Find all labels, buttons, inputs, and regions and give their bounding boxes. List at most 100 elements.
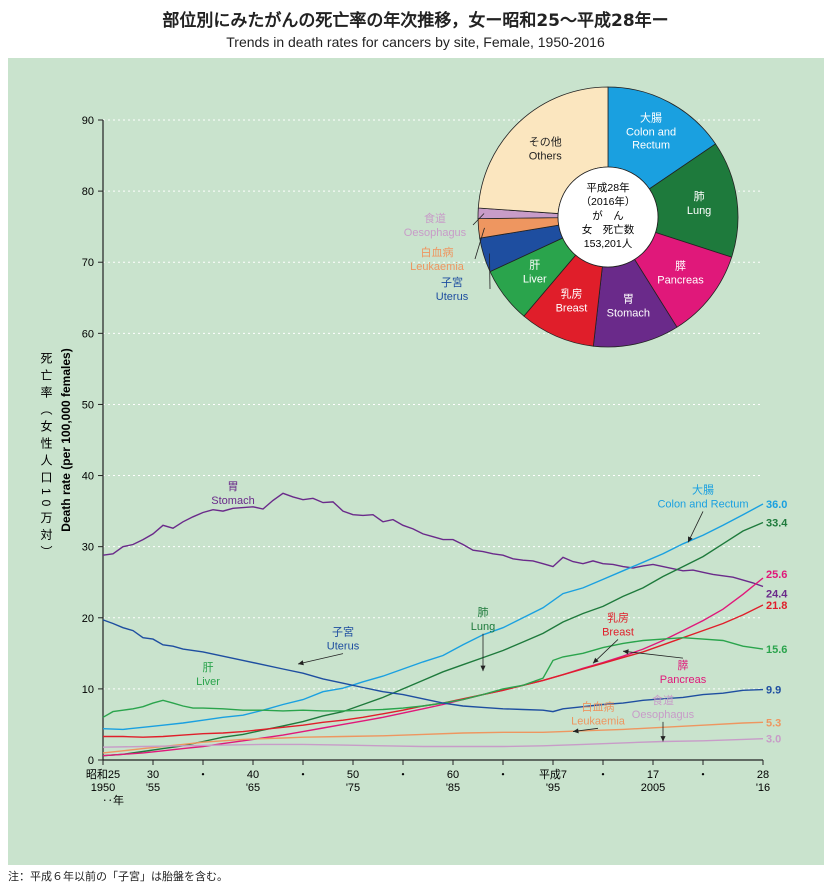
pie-center-line-1: （2016年）	[581, 195, 636, 208]
x-tick-label-2010: ・	[698, 769, 709, 781]
leukaemia-label-jp: 白血病	[582, 699, 615, 713]
liver-label-jp: 肝	[203, 661, 214, 674]
y-tick-label-50: 50	[82, 399, 94, 411]
x-tick-label-1995: 平成7	[539, 768, 567, 781]
pie-label-en-liver: Liver	[523, 274, 547, 286]
x-tick-label-1955: 30	[147, 769, 159, 781]
x-tick-label-2000: ・	[598, 769, 609, 781]
x-tick-year-1950: 1950	[91, 782, 115, 794]
y-tick-label-20: 20	[82, 613, 94, 625]
x-tick-label-1990: ・	[498, 769, 509, 781]
uterus-label-en: Uterus	[327, 641, 360, 653]
pie-center-line-4: 153,201人	[584, 238, 633, 250]
pie-label-en-pancreas: Pancreas	[657, 275, 704, 287]
y-tick-label-80: 80	[82, 186, 94, 198]
liver-label-en: Liver	[196, 676, 220, 688]
y-tick-label-60: 60	[82, 328, 94, 340]
x-tick-label-1950: 昭和25	[86, 768, 120, 781]
x-tick-label-1975: 50	[347, 769, 359, 781]
y-axis-label-jp: 死亡率（女性人口10万対）	[39, 352, 53, 562]
uterus-line	[102, 619, 764, 713]
pie-label-jp-uterus: 子宮	[441, 275, 463, 289]
y-tick-label-30: 30	[82, 542, 94, 554]
chart-title-en: Trends in death rates for cancers by sit…	[226, 34, 605, 50]
oesophagus-line	[102, 738, 764, 748]
colon-label-arrowhead	[688, 536, 693, 543]
stomach-label-jp: 胃	[228, 480, 239, 493]
lung-label-en: Lung	[471, 621, 495, 633]
pie-label-en-others: Others	[529, 151, 563, 163]
lung-end-label: 33.4	[766, 517, 788, 529]
x-tick-year-1995: '95	[546, 782, 560, 794]
uterus-label-arrow	[297, 653, 344, 665]
breast-end-label: 21.8	[766, 600, 787, 612]
pie-label-jp-liver: 肝	[529, 259, 540, 272]
colon-line	[102, 503, 764, 731]
pie-label-en-colon: Colon and	[626, 127, 676, 139]
stomach-end-label: 24.4	[766, 588, 788, 600]
pie-label-jp-pancreas: 膵	[675, 260, 686, 273]
oesophagus-label-en: Oesophagus	[632, 709, 695, 721]
uterus-label-jp: 子宮	[332, 625, 354, 639]
liver-line	[102, 636, 764, 718]
footnote: 注：平成６年以前の「子宮」は胎盤を含む。	[8, 870, 228, 883]
pancreas-end-label: 25.6	[766, 569, 787, 581]
pie-leader-leukaemia	[474, 227, 485, 260]
pie-label-en-lung: Lung	[687, 205, 711, 217]
chart-title-jp: 部位別にみたがんの死亡率の年次推移，女ー昭和25〜平成28年ー	[162, 11, 669, 31]
x-tick-year-1965: '65	[246, 782, 260, 794]
x-unit-label: ‥年	[102, 793, 124, 807]
x-tick-label-1985: 60	[447, 769, 459, 781]
oesophagus-end-label: 3.0	[766, 734, 781, 746]
pie-label-en-stomach: Stomach	[607, 308, 650, 320]
breast-label-jp: 乳房	[607, 611, 629, 624]
colon-label-jp: 大腸	[692, 482, 714, 496]
pie-center-line-0: 平成28年	[586, 181, 629, 194]
uterus-label-arrowhead	[298, 660, 304, 666]
pie-label-jp-colon: 大腸	[640, 111, 662, 125]
pie-label-en-oesophagus: Oesophagus	[404, 227, 467, 239]
pie-label-en-leukaemia: Leukaemia	[410, 261, 465, 273]
x-tick-label-2016: 28	[757, 769, 769, 781]
uterus-end-label: 9.9	[766, 685, 781, 697]
liver-end-label: 15.6	[766, 644, 787, 656]
pie-label-jp-oesophagus: 食道	[424, 211, 446, 225]
pie-center-line-2: が ん	[592, 209, 624, 222]
leukaemia-end-label: 5.3	[766, 717, 781, 729]
oesophagus-label-arrowhead	[660, 736, 666, 742]
pie-label-jp-lung: 肺	[694, 190, 705, 203]
x-tick-year-1955: '55	[146, 782, 160, 794]
leukaemia-label-arrowhead	[573, 728, 579, 734]
lung-label-jp: 肺	[478, 606, 489, 619]
pancreas-label-arrow	[622, 650, 684, 659]
oesophagus-label-jp: 食道	[652, 693, 674, 707]
x-tick-label-2005: 17	[647, 769, 659, 781]
y-tick-label-10: 10	[82, 684, 94, 696]
pie-label-jp-stomach: 胃	[623, 293, 634, 306]
x-tick-label-1960: ・	[198, 769, 209, 781]
y-axis-label-en: Death rate (per 100,000 females)	[59, 348, 73, 531]
pie-label-en2-colon: Rectum	[632, 140, 670, 152]
pie-label-en-breast: Breast	[556, 302, 588, 314]
x-tick-label-1980: ・	[398, 769, 409, 781]
pancreas-label-jp: 膵	[678, 659, 689, 672]
leukaemia-line	[102, 721, 764, 754]
colon-label-en: Colon and Rectum	[657, 498, 748, 510]
x-tick-label-1965: 40	[247, 769, 259, 781]
breast-label-arrowhead	[593, 657, 599, 664]
leukaemia-label-en: Leukaemia	[571, 715, 626, 727]
x-tick-year-2016: '16	[756, 782, 770, 794]
y-tick-label-40: 40	[82, 471, 94, 483]
x-tick-year-1985: '85	[446, 782, 460, 794]
breast-label-arrow	[592, 639, 619, 664]
y-tick-label-0: 0	[88, 755, 94, 767]
colon-label-arrow	[687, 511, 704, 543]
stomach-line	[102, 492, 764, 588]
x-tick-label-1970: ・	[298, 769, 309, 781]
y-tick-label-70: 70	[82, 257, 94, 269]
pancreas-label-arrowhead	[623, 649, 629, 655]
x-tick-year-1975: '75	[346, 782, 360, 794]
pie-center-line-3: 女 死亡数	[582, 223, 635, 236]
pie-leader-uterus	[489, 253, 491, 290]
